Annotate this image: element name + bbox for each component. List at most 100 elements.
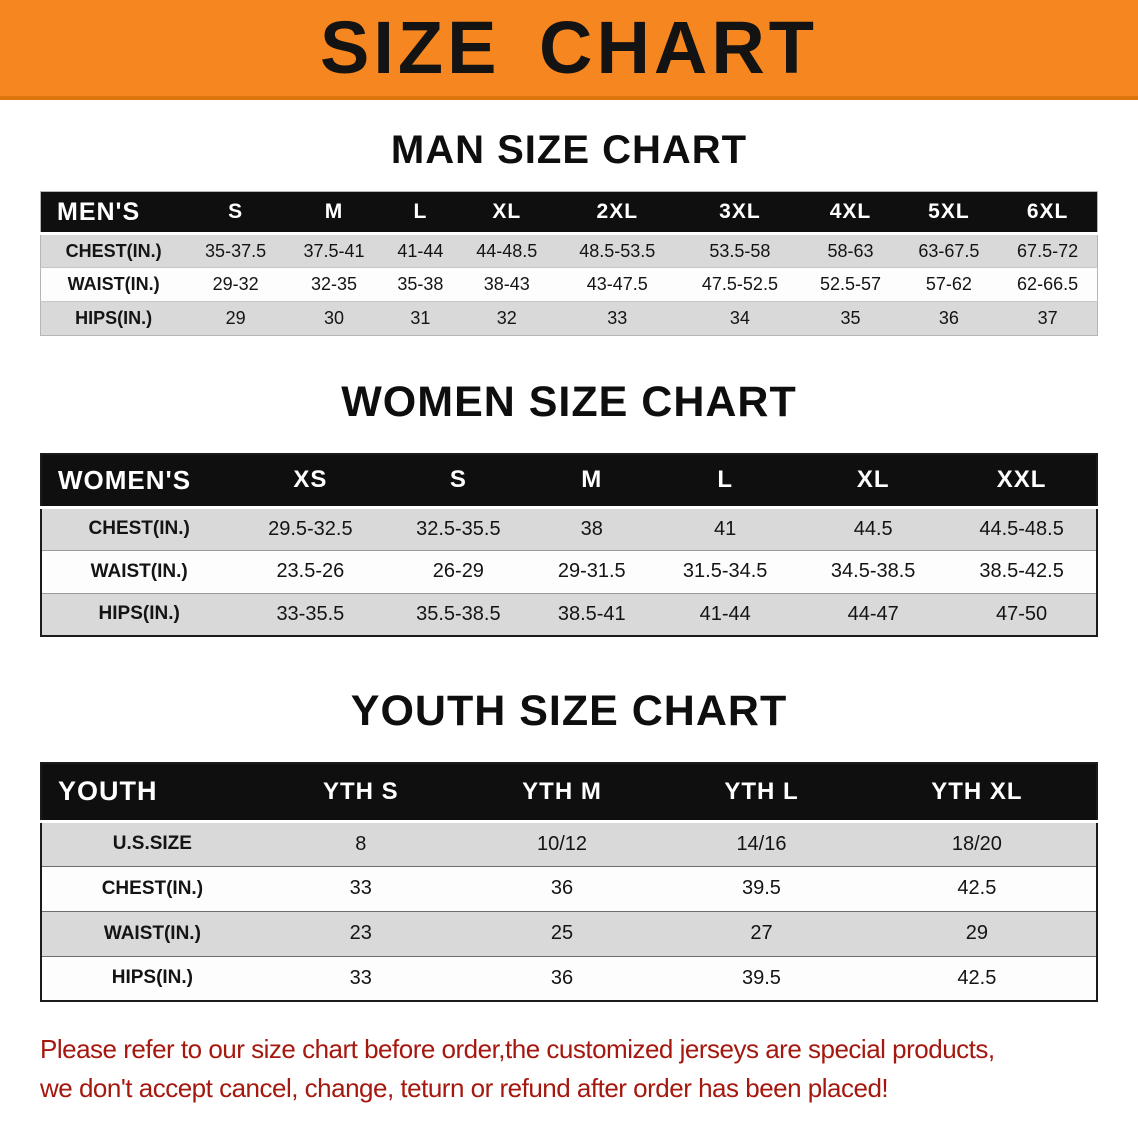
size-cell: 42.5 xyxy=(957,966,997,989)
size-cell: 67.5-72 xyxy=(998,233,1098,268)
row-label: CHEST(IN.) xyxy=(41,507,237,551)
size-cell: 52.5-57 xyxy=(801,267,900,302)
size-cell: 58-63 xyxy=(801,233,900,268)
column-header: YTH S xyxy=(262,763,459,823)
disclaimer-text: Please refer to our size chart before or… xyxy=(40,1030,1138,1108)
youth-group-label: YOUTH xyxy=(41,763,263,823)
size-cell: 34 xyxy=(729,308,750,328)
row-label: HIPS(IN.) xyxy=(75,308,153,328)
size-cell: 44-48.5 xyxy=(457,233,556,268)
size-cell: 47.5-52.5 xyxy=(678,267,802,302)
row-label: U.S.SIZE xyxy=(41,821,263,867)
size-cell: 31 xyxy=(410,308,431,328)
column-header: XS xyxy=(236,454,385,509)
size-cell: 36 xyxy=(550,966,574,989)
disclaimer-line-1: Please refer to our size chart before or… xyxy=(40,1034,995,1064)
size-cell: 23 xyxy=(262,911,459,957)
row-label: WAIST(IN.) xyxy=(40,267,187,302)
size-cell: 32 xyxy=(496,308,517,328)
table-row: U.S.SIZE 8 10/12 14/16 18/20 xyxy=(41,821,1097,867)
column-header: S xyxy=(384,454,533,509)
size-cell: 34.5-38.5 xyxy=(799,550,948,594)
size-cell: 27 xyxy=(665,911,858,957)
size-cell: 38 xyxy=(532,507,652,551)
size-cell: 32-35 xyxy=(284,267,384,302)
column-header: YTH XL xyxy=(857,763,1097,823)
row-label: WAIST(IN.) xyxy=(41,911,263,957)
size-cell: 33 xyxy=(607,308,628,328)
row-label: WAIST(IN.) xyxy=(41,550,237,594)
size-cell: 33-35.5 xyxy=(276,602,345,625)
row-label: CHEST(IN.) xyxy=(41,866,263,912)
size-cell: 35.5-38.5 xyxy=(416,602,501,625)
table-row: HIPS(IN.) 33-35.5 35.5-38.5 38.5-41 41-44 44-… xyxy=(41,593,1097,636)
size-cell: 32.5-35.5 xyxy=(384,507,533,551)
youth-size-chart-table: YOUTH YTH S YTH M YTH L YTH XL U.S.SIZE 8 10/12… xyxy=(40,762,1098,1002)
column-header: XXL xyxy=(947,454,1097,509)
size-cell: 42.5 xyxy=(857,866,1097,912)
size-cell: 23.5-26 xyxy=(236,550,385,594)
men-size-chart-table: MEN'S S M L XL 2XL 3XL 4XL 5XL 6XL CHEST(IN.) 35-37… xyxy=(40,191,1098,336)
size-cell: 18/20 xyxy=(857,821,1097,867)
disclaimer-line-2: we don't accept cancel, change, teturn o… xyxy=(40,1073,889,1103)
size-cell: 37.5-41 xyxy=(284,233,384,268)
size-cell: 38-43 xyxy=(457,267,556,302)
size-cell: 35-37.5 xyxy=(186,233,285,268)
table-row: CHEST(IN.) 35-37.5 37.5-41 41-44 44-48.5 48.5… xyxy=(40,233,1098,268)
size-cell: 33 xyxy=(262,866,459,912)
row-label: HIPS(IN.) xyxy=(98,603,180,625)
column-header: 5XL xyxy=(899,191,999,235)
column-header: XL xyxy=(457,191,556,235)
size-cell: 53.5-58 xyxy=(678,233,802,268)
size-cell: 10/12 xyxy=(458,821,666,867)
size-cell: 29.5-32.5 xyxy=(236,507,385,551)
size-cell: 38.5-42.5 xyxy=(947,550,1097,594)
row-label: CHEST(IN.) xyxy=(40,233,187,268)
men-section-heading: MAN SIZE CHART xyxy=(390,128,748,172)
size-cell: 37 xyxy=(1037,308,1058,328)
size-cell: 26-29 xyxy=(384,550,533,594)
size-cell: 36 xyxy=(938,308,959,328)
size-cell: 39.5 xyxy=(665,866,858,912)
size-cell: 47-50 xyxy=(996,602,1048,625)
column-header: L xyxy=(383,191,458,235)
table-row: HIPS(IN.) 29 30 31 32 33 34 35 36 37 xyxy=(40,301,1098,336)
size-cell: 33 xyxy=(349,966,372,989)
youth-section-heading: YOUTH SIZE CHART xyxy=(350,687,788,735)
women-group-label: WOMEN'S xyxy=(41,454,237,509)
column-header: L xyxy=(651,454,800,509)
column-header: M xyxy=(532,454,652,509)
table-row: HIPS(IN.) 33 36 39.5 42.5 xyxy=(41,956,1097,1001)
women-size-chart-table: WOMEN'S XS S M L XL XXL CHEST(IN.) 29.5-32.5 32.5… xyxy=(40,453,1098,637)
size-cell: 30 xyxy=(324,308,345,328)
size-cell: 14/16 xyxy=(665,821,858,867)
column-header: XL xyxy=(799,454,948,509)
size-cell: 8 xyxy=(262,821,459,867)
size-cell: 29 xyxy=(857,911,1097,957)
column-header: YTH L xyxy=(665,763,858,823)
column-header: S xyxy=(186,191,285,235)
size-cell: 41 xyxy=(651,507,800,551)
size-cell: 35 xyxy=(840,308,861,328)
column-header: 6XL xyxy=(998,191,1098,235)
size-cell: 63-67.5 xyxy=(899,233,999,268)
size-cell: 44.5 xyxy=(799,507,948,551)
size-cell: 29 xyxy=(225,308,246,328)
size-cell: 25 xyxy=(458,911,666,957)
size-cell: 31.5-34.5 xyxy=(651,550,800,594)
size-cell: 29-32 xyxy=(186,267,285,302)
page-title: SIZE CHART xyxy=(320,6,818,89)
table-row: WAIST(IN.) 23 25 27 29 xyxy=(41,911,1097,957)
column-header: 3XL xyxy=(678,191,802,235)
size-cell: 41-44 xyxy=(383,233,458,268)
size-cell: 43-47.5 xyxy=(555,267,679,302)
size-cell: 36 xyxy=(458,866,666,912)
column-header: 2XL xyxy=(555,191,679,235)
table-row: CHEST(IN.) 29.5-32.5 32.5-35.5 38 41 44.5 44.5… xyxy=(41,507,1097,551)
size-cell: 48.5-53.5 xyxy=(555,233,679,268)
size-cell: 44.5-48.5 xyxy=(947,507,1097,551)
size-cell: 57-62 xyxy=(899,267,999,302)
size-cell: 35-38 xyxy=(383,267,458,302)
table-row: WAIST(IN.) 29-32 32-35 35-38 38-43 43-47.5 47.… xyxy=(40,267,1098,302)
size-cell: 44-47 xyxy=(847,602,899,625)
